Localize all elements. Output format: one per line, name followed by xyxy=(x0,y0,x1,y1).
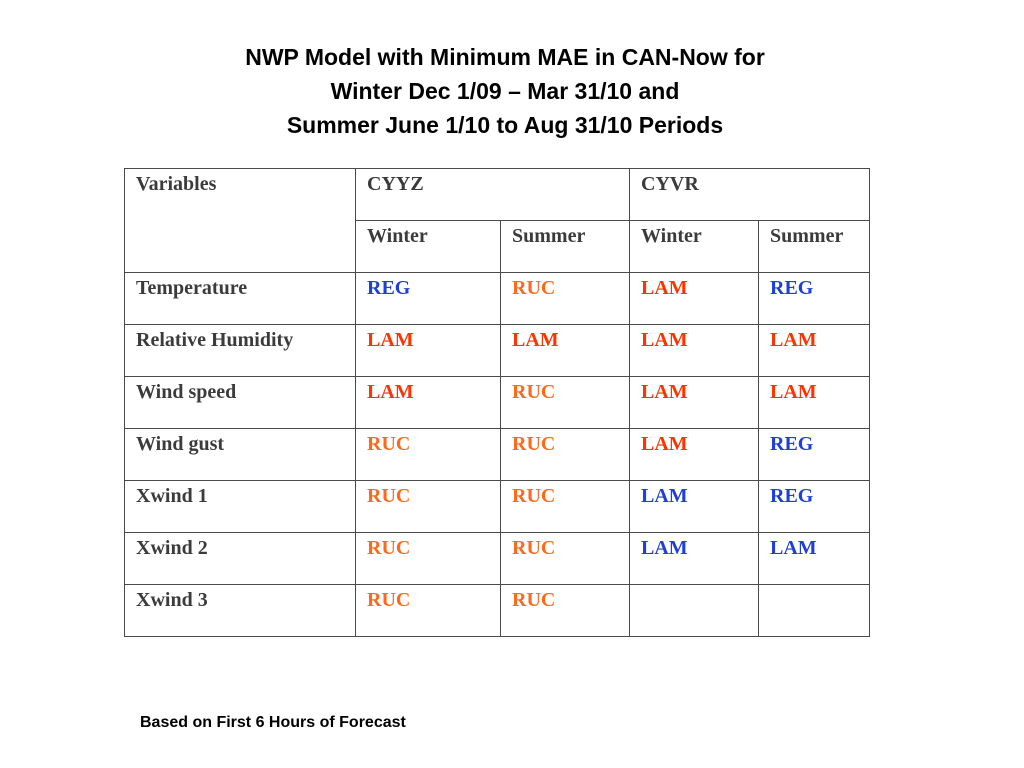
variable-name: Temperature xyxy=(124,272,356,325)
header-row-seasons: Winter Summer Winter Summer xyxy=(125,220,870,273)
header-cyvr-winter: Winter xyxy=(629,220,759,273)
table-row: Xwind 1 RUC RUC LAM REG xyxy=(124,480,870,533)
model-cell-cyvr-winter: LAM xyxy=(629,324,759,377)
variable-name: Xwind 2 xyxy=(124,532,356,585)
results-table-container: Variables CYYZ CYVR Winter Summer Winter… xyxy=(124,168,870,637)
model-cell-cyvr-winter: LAM xyxy=(629,480,759,533)
header-station-cyyz: CYYZ xyxy=(355,168,630,221)
header-cyyz-summer: Summer xyxy=(500,220,630,273)
model-cell-cyvr-winter: LAM xyxy=(629,376,759,429)
variable-name: Wind speed xyxy=(124,376,356,429)
results-table: Variables CYYZ CYVR Winter Summer Winter… xyxy=(124,168,870,637)
model-cell-cyvr-winter: LAM xyxy=(629,272,759,325)
header-cyvr-summer: Summer xyxy=(758,220,870,273)
title-line-2: Winter Dec 1/09 – Mar 31/10 and xyxy=(330,78,680,104)
model-cell-cyvr-summer xyxy=(758,584,870,637)
model-cell-cyvr-summer: REG xyxy=(758,480,870,533)
table-row: Relative Humidity LAM LAM LAM LAM xyxy=(124,324,870,377)
model-cell-cyyz-winter: RUC xyxy=(355,584,501,637)
table-row: Wind gust RUC RUC LAM REG xyxy=(124,428,870,481)
title-line-3: Summer June 1/10 to Aug 31/10 Periods xyxy=(286,112,724,138)
model-cell-cyvr-summer: LAM xyxy=(758,376,870,429)
model-cell-cyyz-summer: LAM xyxy=(500,324,630,377)
variable-name: Wind gust xyxy=(124,428,356,481)
model-cell-cyyz-winter: LAM xyxy=(355,376,501,429)
title-line-1: NWP Model with Minimum MAE in CAN-Now fo… xyxy=(245,44,765,70)
model-cell-cyvr-winter: LAM xyxy=(629,428,759,481)
header-row-stations: Variables CYYZ CYVR xyxy=(124,168,870,273)
table-body: Variables CYYZ CYVR Winter Summer Winter… xyxy=(124,168,870,637)
model-cell-cyyz-summer: RUC xyxy=(500,480,630,533)
model-cell-cyvr-summer: REG xyxy=(758,428,870,481)
variable-name: Xwind 3 xyxy=(124,584,356,637)
table-row: Xwind 3 RUC RUC xyxy=(124,584,870,637)
model-cell-cyvr-summer: LAM xyxy=(758,532,870,585)
header-cyyz-winter: Winter xyxy=(355,220,501,273)
table-row: Wind speed LAM RUC LAM LAM xyxy=(124,376,870,429)
slide-title: NWP Model with Minimum MAE in CAN-Now fo… xyxy=(0,40,1010,142)
model-cell-cyyz-summer: RUC xyxy=(500,584,630,637)
model-cell-cyyz-winter: RUC xyxy=(355,480,501,533)
model-cell-cyyz-summer: RUC xyxy=(500,428,630,481)
variable-name: Relative Humidity xyxy=(124,324,356,377)
model-cell-cyvr-summer: REG xyxy=(758,272,870,325)
variable-name: Xwind 1 xyxy=(124,480,356,533)
header-variables: Variables xyxy=(124,168,356,273)
model-cell-cyyz-winter: LAM xyxy=(355,324,501,377)
table-row: Xwind 2 RUC RUC LAM LAM xyxy=(124,532,870,585)
model-cell-cyyz-summer: RUC xyxy=(500,272,630,325)
header-station-cyvr: CYVR xyxy=(629,168,870,221)
footnote: Based on First 6 Hours of Forecast xyxy=(140,714,406,731)
model-cell-cyyz-summer: RUC xyxy=(500,376,630,429)
model-cell-cyvr-winter: LAM xyxy=(629,532,759,585)
model-cell-cyyz-summer: RUC xyxy=(500,532,630,585)
model-cell-cyyz-winter: RUC xyxy=(355,532,501,585)
model-cell-cyyz-winter: REG xyxy=(355,272,501,325)
table-row: Temperature REG RUC LAM REG xyxy=(124,272,870,325)
model-cell-cyvr-summer: LAM xyxy=(758,324,870,377)
model-cell-cyvr-winter xyxy=(629,584,759,637)
model-cell-cyyz-winter: RUC xyxy=(355,428,501,481)
